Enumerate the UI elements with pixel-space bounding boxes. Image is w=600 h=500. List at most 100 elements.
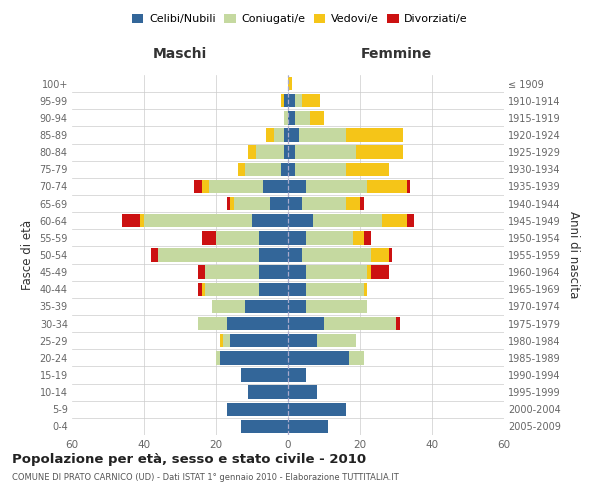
Bar (212, 300, 245, 313)
Bar (295, 111, 310, 124)
Bar (227, 402, 288, 416)
Bar (288, 180, 306, 193)
Bar (346, 197, 360, 210)
Bar (371, 248, 389, 262)
Bar (288, 146, 295, 159)
Bar (288, 94, 295, 108)
Bar (317, 334, 356, 347)
Bar (202, 231, 216, 244)
Bar (144, 214, 252, 228)
Bar (227, 317, 288, 330)
Bar (266, 128, 274, 141)
Bar (288, 197, 302, 210)
Bar (252, 214, 288, 228)
Bar (389, 248, 392, 262)
Bar (288, 386, 317, 399)
Bar (288, 317, 324, 330)
Bar (288, 351, 349, 364)
Text: Popolazione per età, sesso e stato civile - 2010: Popolazione per età, sesso e stato civil… (12, 452, 366, 466)
Bar (194, 180, 202, 193)
Bar (382, 214, 407, 228)
Bar (209, 180, 263, 193)
Bar (306, 231, 353, 244)
Y-axis label: Anni di nascita: Anni di nascita (566, 212, 580, 298)
Bar (245, 300, 288, 313)
Bar (310, 111, 324, 124)
Bar (248, 386, 288, 399)
Bar (353, 231, 364, 244)
Bar (270, 197, 288, 210)
Bar (302, 94, 320, 108)
Bar (216, 351, 220, 364)
Bar (288, 300, 306, 313)
Bar (288, 231, 306, 244)
Bar (288, 266, 306, 279)
Bar (234, 197, 270, 210)
Text: Maschi: Maschi (153, 48, 207, 62)
Bar (396, 317, 400, 330)
Bar (198, 282, 202, 296)
Bar (288, 334, 317, 347)
Bar (407, 180, 410, 193)
Bar (367, 266, 371, 279)
Text: Femmine: Femmine (361, 48, 431, 62)
Bar (122, 214, 140, 228)
Text: COMUNE DI PRATO CARNICO (UD) - Dati ISTAT 1° gennaio 2010 - Elaborazione TUTTITA: COMUNE DI PRATO CARNICO (UD) - Dati ISTA… (12, 472, 399, 482)
Bar (248, 146, 256, 159)
Legend: Celibi/Nubili, Coniugati/e, Vedovi/e, Divorziati/e: Celibi/Nubili, Coniugati/e, Vedovi/e, Di… (129, 10, 471, 28)
Bar (371, 266, 389, 279)
Bar (364, 231, 371, 244)
Bar (288, 128, 299, 141)
Bar (140, 214, 144, 228)
Bar (288, 214, 313, 228)
Bar (263, 180, 288, 193)
Bar (306, 266, 367, 279)
Bar (288, 368, 306, 382)
Bar (288, 111, 295, 124)
Bar (284, 94, 288, 108)
Bar (367, 180, 407, 193)
Bar (299, 128, 346, 141)
Bar (205, 282, 259, 296)
Bar (364, 282, 367, 296)
Bar (202, 282, 205, 296)
Bar (349, 351, 364, 364)
Bar (256, 146, 284, 159)
Bar (295, 162, 346, 176)
Bar (306, 180, 367, 193)
Bar (360, 197, 364, 210)
Bar (230, 334, 288, 347)
Bar (259, 231, 288, 244)
Bar (281, 162, 288, 176)
Bar (238, 162, 245, 176)
Bar (284, 111, 288, 124)
Bar (288, 282, 306, 296)
Bar (259, 248, 288, 262)
Bar (288, 420, 328, 433)
Bar (220, 334, 223, 347)
Bar (284, 128, 288, 141)
Bar (295, 94, 302, 108)
Bar (205, 266, 259, 279)
Bar (216, 231, 259, 244)
Bar (306, 282, 364, 296)
Bar (158, 248, 259, 262)
Bar (288, 77, 292, 90)
Bar (198, 266, 205, 279)
Bar (259, 282, 288, 296)
Bar (241, 420, 288, 433)
Bar (295, 146, 356, 159)
Bar (274, 128, 284, 141)
Bar (227, 197, 230, 210)
Bar (302, 197, 346, 210)
Bar (281, 94, 284, 108)
Bar (288, 162, 295, 176)
Bar (407, 214, 414, 228)
Bar (202, 180, 209, 193)
Bar (259, 266, 288, 279)
Bar (288, 402, 346, 416)
Bar (313, 214, 382, 228)
Bar (302, 248, 371, 262)
Bar (324, 317, 396, 330)
Bar (198, 317, 227, 330)
